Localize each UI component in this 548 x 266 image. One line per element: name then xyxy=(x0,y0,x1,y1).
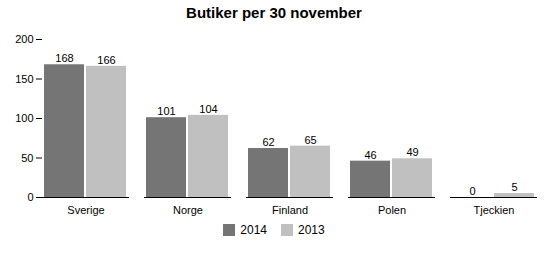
svg-text:168: 168 xyxy=(55,52,73,64)
svg-text:104: 104 xyxy=(199,103,217,115)
svg-text:101: 101 xyxy=(157,105,175,117)
svg-text:49: 49 xyxy=(406,146,418,158)
svg-text:Sverige: Sverige xyxy=(67,204,104,216)
svg-text:5: 5 xyxy=(511,181,517,193)
svg-text:50: 50 xyxy=(21,152,33,164)
html-text:2014: 2014 xyxy=(240,223,267,237)
html-text:Butiker per 30 november: Butiker per 30 november xyxy=(186,4,362,21)
svg-text:150: 150 xyxy=(15,73,33,85)
svg-text:0: 0 xyxy=(27,191,33,203)
svg-text:Finland: Finland xyxy=(272,204,308,216)
svg-text:Polen: Polen xyxy=(378,204,406,216)
svg-text:166: 166 xyxy=(97,54,115,66)
svg-text:62: 62 xyxy=(262,136,274,148)
svg-text:65: 65 xyxy=(304,134,316,146)
svg-text:46: 46 xyxy=(364,149,376,161)
svg-text:Tjeckien: Tjeckien xyxy=(474,204,515,216)
svg-text:0: 0 xyxy=(469,185,475,197)
html-text:2013: 2013 xyxy=(298,223,325,237)
svg-text:100: 100 xyxy=(15,112,33,124)
svg-text:Norge: Norge xyxy=(173,204,203,216)
svg-text:200: 200 xyxy=(15,33,33,45)
